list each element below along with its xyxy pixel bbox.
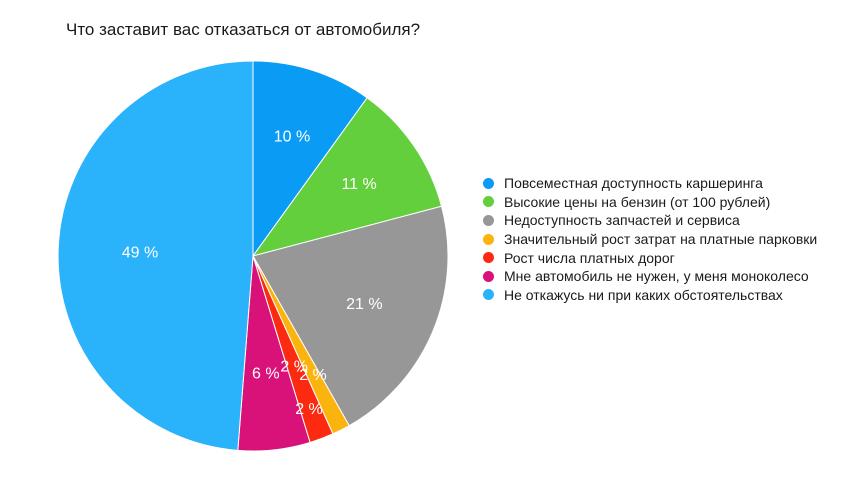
legend-swatch-4 (483, 233, 494, 245)
legend-label-6: Мне автомобиль не нужен, у меня моноколе… (504, 268, 809, 285)
legend-swatch-7 (483, 289, 494, 301)
legend: Повсеместная доступность каршеринга Высок… (483, 174, 817, 304)
pie-slice-2 (251, 97, 443, 257)
annotation-label-2: 2 % (295, 401, 323, 418)
legend-item-7: Не откажусь ни при каких обстоятельствах (483, 286, 817, 305)
legend-item-2: Высокие цены на бензин (от 100 рублей) (483, 193, 817, 212)
legend-item-4: Значительный рост затрат на платные парк… (483, 230, 817, 249)
legend-label-7: Не откажусь ни при каких обстоятельствах (504, 286, 783, 303)
slice-label-5: 2 % (280, 359, 308, 376)
slice-label-2: 11 % (341, 176, 376, 193)
slice-label-1: 10 % (274, 128, 310, 145)
pie-slice-7 (57, 60, 254, 451)
legend-swatch-2 (483, 196, 494, 208)
slice-label-3: 21 % (346, 296, 382, 313)
legend-swatch-6 (483, 270, 494, 282)
legend-label-3: Недоступность запчастей и сервиса (504, 212, 740, 229)
pie-slice-3 (252, 205, 449, 427)
annotation-label-1: 2 % (299, 367, 327, 384)
legend-label-1: Повсеместная доступность каршеринга (504, 175, 763, 192)
legend-label-2: Высокие цены на бензин (от 100 рублей) (504, 193, 771, 210)
slice-label-7: 49 % (122, 245, 158, 262)
legend-label-4: Значительный рост затрат на платные парк… (504, 231, 818, 248)
legend-swatch-1 (483, 177, 494, 189)
legend-item-1: Повсеместная доступность каршеринга (483, 174, 817, 193)
legend-swatch-5 (483, 252, 494, 264)
pie-slice-1 (252, 60, 368, 258)
legend-item-5: Рост числа платных дорог (483, 248, 817, 267)
legend-swatch-3 (483, 214, 494, 226)
legend-item-3: Недоступность запчастей и сервиса (483, 211, 817, 230)
legend-label-5: Рост числа платных дорог (504, 249, 675, 266)
slice-label-6: 6 % (252, 365, 280, 382)
legend-item-6: Мне автомобиль не нужен, у меня моноколе… (483, 267, 817, 286)
chart-title: Что заставит вас отказаться от автомобил… (66, 20, 421, 39)
